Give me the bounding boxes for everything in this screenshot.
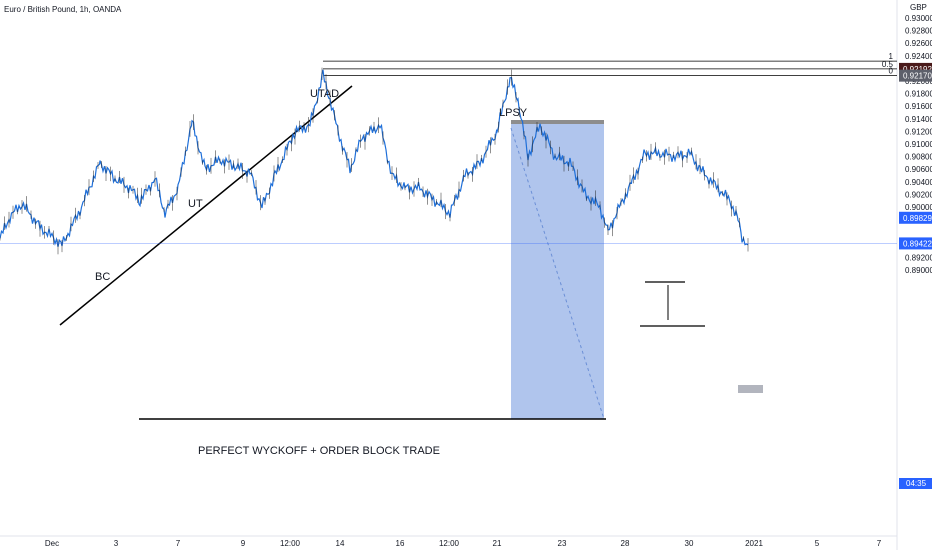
price-pill — [899, 211, 932, 224]
time-tick: 21 — [493, 539, 502, 548]
time-tick: 7 — [877, 539, 882, 548]
trendline-upper — [59, 85, 353, 326]
price-tick: 0.92600 — [905, 39, 932, 48]
price-tick: 0.91200 — [905, 127, 932, 136]
annotation-utad: UTAD — [310, 88, 339, 100]
time-tick: 2021 — [745, 539, 763, 548]
annotation-ut: UT — [188, 198, 203, 210]
price-series — [0, 67, 749, 255]
chart-title: Euro / British Pound, 1h, OANDA — [4, 5, 122, 14]
annotation-lpsy: LPSY — [499, 107, 528, 119]
countdown-badge — [899, 478, 932, 489]
time-tick: 28 — [621, 539, 630, 548]
target-zone — [738, 385, 763, 393]
time-tick: 3 — [114, 539, 119, 548]
time-tick: 12:00 — [280, 539, 301, 548]
price-pill-text: 0.92170 — [903, 72, 932, 81]
time-tick: 12:00 — [439, 539, 460, 548]
time-tick: 16 — [396, 539, 405, 548]
countdown-text: 04:35 — [906, 479, 927, 488]
price-pill — [899, 237, 932, 250]
price-tick: 0.90800 — [905, 153, 932, 162]
annotation-trade: PERFECT WYCKOFF + ORDER BLOCK TRADE — [198, 445, 440, 457]
price-axis: 0.930000.928000.926000.924000.920000.918… — [905, 14, 932, 275]
time-tick: 7 — [176, 539, 181, 548]
price-tick: 0.93000 — [905, 14, 932, 23]
price-line — [0, 69, 749, 247]
dashed-projection-line — [510, 127, 605, 420]
price-tick: 0.90200 — [905, 190, 932, 199]
order-block-top — [511, 120, 604, 124]
price-pill-text: 0.89422 — [903, 239, 932, 248]
price-tick: 0.91000 — [905, 140, 932, 149]
price-tick: 0.91400 — [905, 115, 932, 124]
fib-label: 0 — [889, 67, 894, 76]
price-tick: 0.90600 — [905, 165, 932, 174]
time-tick: 9 — [241, 539, 246, 548]
fib-label: 1 — [889, 52, 894, 61]
time-axis: Dec 3 7 9 12:00 14 16 12:00 21 23 28 30 2021 5 7 — [45, 539, 882, 548]
price-tick: 0.91800 — [905, 90, 932, 99]
fib-label: 0.5 — [882, 60, 894, 69]
price-tick: 0.92400 — [905, 52, 932, 61]
time-tick: 23 — [558, 539, 567, 548]
price-tick: 0.89000 — [905, 266, 932, 275]
price-tick: 0.90400 — [905, 178, 932, 187]
price-tick: 0.90000 — [905, 203, 932, 212]
price-tick: 0.92800 — [905, 27, 932, 36]
price-pill — [899, 69, 932, 82]
time-tick: 14 — [336, 539, 345, 548]
currency-label: GBP — [910, 3, 927, 12]
price-tick: 0.91600 — [905, 102, 932, 111]
time-tick: 5 — [815, 539, 820, 548]
annotation-bc: BC — [95, 271, 110, 283]
price-pill-text: 0.92192 — [903, 65, 932, 74]
fib-levels: 0.51 0 — [323, 52, 897, 77]
time-tick: Dec — [45, 539, 59, 548]
price-tick: 0.89200 — [905, 253, 932, 262]
price-pill-text: 0.89829 — [903, 214, 932, 223]
time-tick: 30 — [685, 539, 694, 548]
